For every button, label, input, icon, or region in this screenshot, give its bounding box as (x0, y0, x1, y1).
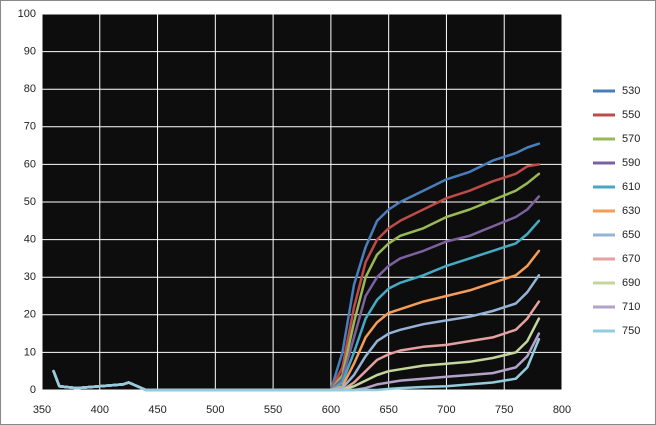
x-tick-label: 650 (379, 404, 397, 416)
legend-label: 670 (622, 253, 640, 265)
x-tick-label: 500 (206, 404, 224, 416)
x-tick-label: 800 (553, 404, 571, 416)
legend-label: 530 (622, 85, 640, 97)
y-tick-label: 80 (24, 83, 36, 95)
x-tick-label: 400 (91, 404, 109, 416)
legend-label: 650 (622, 229, 640, 241)
x-tick-label: 350 (33, 404, 51, 416)
x-tick-label: 550 (264, 404, 282, 416)
legend-label: 630 (622, 205, 640, 217)
x-tick-label: 450 (148, 404, 166, 416)
y-tick-label: 30 (24, 271, 36, 283)
legend-label: 690 (622, 277, 640, 289)
y-tick-label: 70 (24, 121, 36, 133)
legend-label: 610 (622, 181, 640, 193)
y-tick-label: 0 (30, 384, 36, 396)
legend-label: 550 (622, 109, 640, 121)
y-tick-label: 90 (24, 46, 36, 58)
y-tick-label: 50 (24, 196, 36, 208)
x-tick-label: 700 (437, 404, 455, 416)
series-line (52, 337, 541, 392)
legend-label: 750 (622, 325, 640, 337)
y-tick-label: 20 (24, 309, 36, 321)
y-tick-label: 10 (24, 346, 36, 358)
legend-label: 590 (622, 157, 640, 169)
y-tick-label: 40 (24, 234, 36, 246)
y-tick-label: 60 (24, 158, 36, 170)
x-tick-label: 750 (495, 404, 513, 416)
legend-label: 710 (622, 301, 640, 313)
legend-label: 570 (622, 133, 640, 145)
x-tick-label: 600 (322, 404, 340, 416)
y-tick-label: 100 (18, 8, 36, 20)
